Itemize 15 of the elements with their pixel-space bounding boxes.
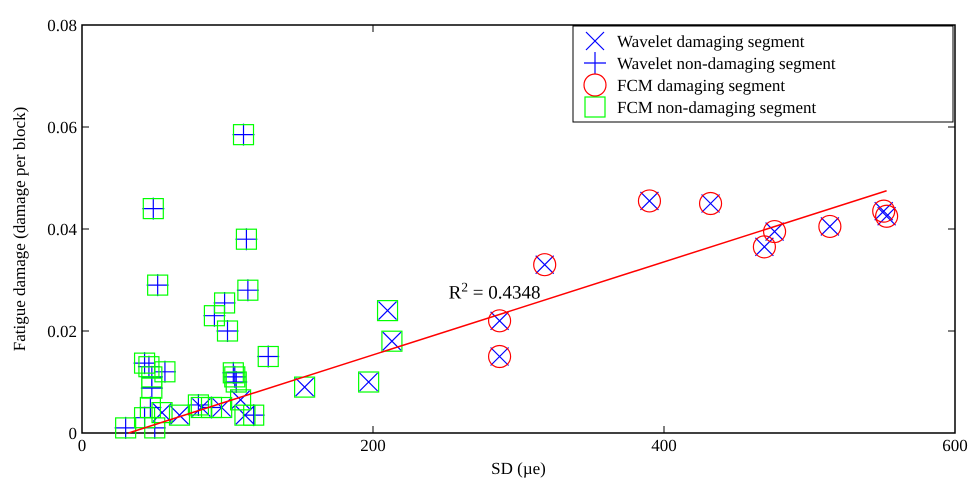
legend-label: FCM non-damaging segment [617, 98, 817, 117]
y-tick-label: 0.04 [47, 220, 78, 239]
y-tick-label: 0 [68, 424, 77, 443]
x-axis-title: SD (µe) [491, 459, 546, 478]
legend-label: Wavelet damaging segment [617, 32, 805, 51]
y-tick-label: 0.02 [47, 322, 77, 341]
legend-label: Wavelet non-damaging segment [617, 54, 836, 73]
y-axis-title: Fatigue damage (damage per block) [10, 106, 29, 352]
annotation: R$^{2}$ = 0.4348 [448, 278, 540, 304]
y-tick-label: 0.06 [47, 118, 77, 137]
x-tick-label: 200 [360, 436, 386, 455]
legend-label: FCM damaging segment [617, 76, 786, 95]
y-tick-label: 0.08 [47, 16, 77, 35]
x-tick-label: 400 [651, 436, 677, 455]
x-tick-label: 600 [942, 436, 968, 455]
